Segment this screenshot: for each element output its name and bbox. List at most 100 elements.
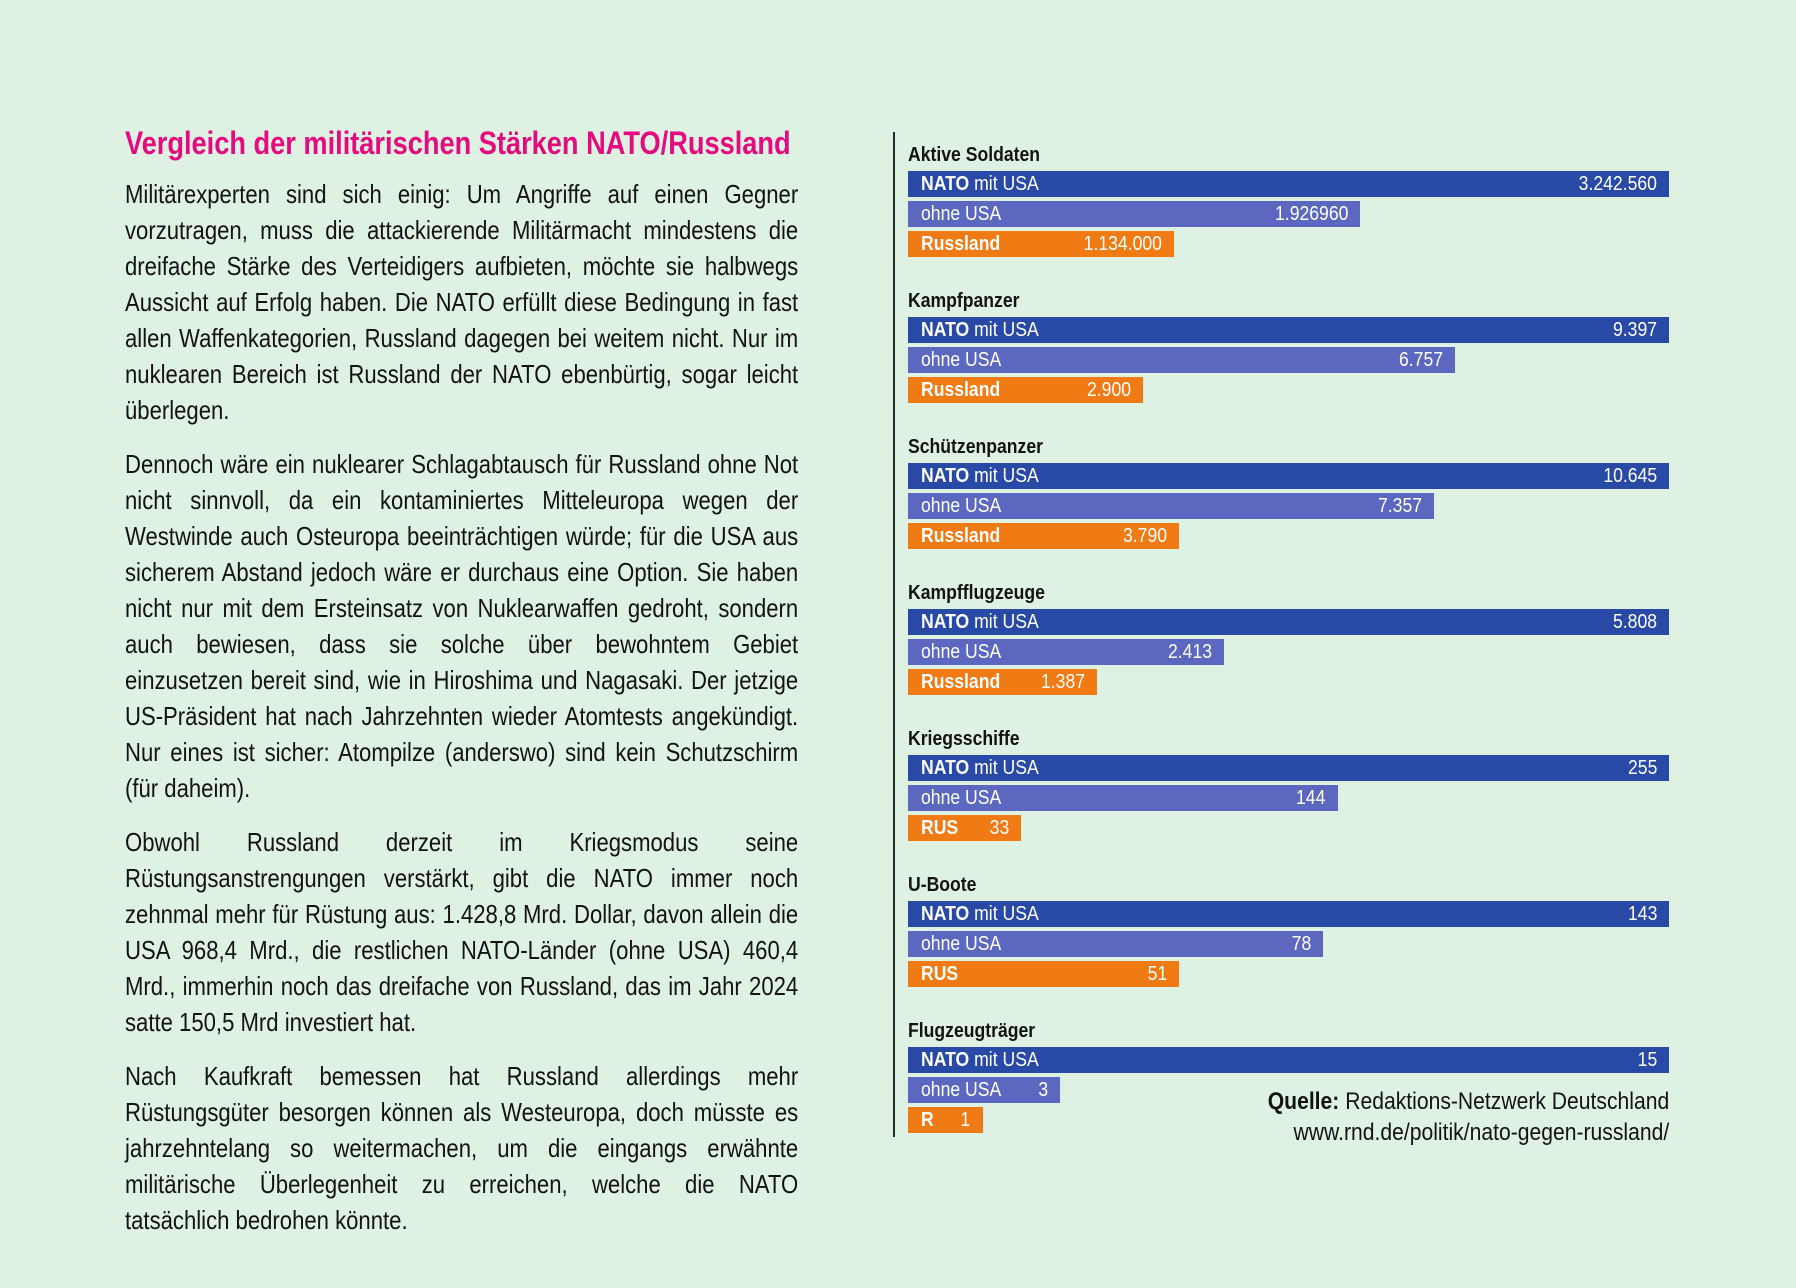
- source-credit: Quelle: Redaktions-Netzwerk Deutschland …: [1268, 1086, 1669, 1148]
- bar-value: 1: [960, 1108, 971, 1131]
- bar-value: 255: [1627, 756, 1657, 779]
- group-title: Schützenpanzer: [908, 436, 1043, 458]
- bar-label: RUS: [921, 817, 958, 840]
- bar: Russland 1.387: [908, 669, 1098, 695]
- bar: NATO mit USA 5.808: [908, 609, 1669, 635]
- chart-groups: Aktive Soldaten NATO mit USA 3.242.560 o…: [908, 145, 1669, 1133]
- bar-label-bold: NATO: [921, 172, 970, 195]
- bar-label-bold: NATO: [921, 1048, 970, 1071]
- bar-value: 10.645: [1603, 464, 1657, 487]
- bar-value: 2.413: [1168, 640, 1213, 663]
- bar: ohne USA 78: [908, 931, 1324, 957]
- bar-label-bold: Russland: [921, 524, 1001, 547]
- group-title: Kampfflugzeuge: [908, 582, 1045, 604]
- article-paragraph: Dennoch wäre ein nuklearer Schlagabtausc…: [125, 448, 799, 803]
- bar-label: ohne USA: [921, 495, 1001, 518]
- bar: ohne USA 1.926960: [908, 201, 1361, 227]
- bar: ohne USA 144: [908, 785, 1338, 811]
- bar-value: 9.397: [1612, 318, 1657, 341]
- bar-label-bold: NATO: [921, 756, 970, 779]
- chart-group: Kampfpanzer NATO mit USA 9.397 ohne USA …: [908, 291, 1669, 403]
- group-rows: NATO mit USA 3.242.560 ohne USA 1.926960…: [908, 171, 1669, 257]
- bar-value: 7.357: [1377, 494, 1422, 517]
- bar-value: 3.242.560: [1578, 172, 1657, 195]
- bar-label-rest: ohne USA: [921, 348, 1002, 371]
- bar-label: NATO mit USA: [921, 903, 1039, 926]
- group-title: Flugzeugträger: [908, 1020, 1036, 1042]
- bar-label: ohne USA: [921, 1079, 1001, 1102]
- chart-group: Aktive Soldaten NATO mit USA 3.242.560 o…: [908, 145, 1669, 257]
- bar-label: ohne USA: [921, 933, 1001, 956]
- bar-label-rest: ohne USA: [921, 202, 1002, 225]
- article-column: Vergleich der militärischen Stärken NATO…: [125, 126, 798, 1256]
- bar-label: NATO mit USA: [921, 757, 1039, 780]
- bar-value: 1.134.000: [1083, 232, 1163, 255]
- bar-label-rest: ohne USA: [921, 494, 1002, 517]
- bar: Russland 1.134.000: [908, 231, 1175, 257]
- bar-label-rest: ohne USA: [921, 932, 1002, 955]
- group-title: U-Boote: [908, 874, 977, 896]
- source-line-1: Quelle: Redaktions-Netzwerk Deutschland: [1268, 1086, 1669, 1117]
- bar-value: 2.900: [1086, 378, 1131, 401]
- bar-label: ohne USA: [921, 349, 1001, 372]
- bar-label-bold: RUS: [921, 962, 959, 985]
- bar-value: 51: [1147, 962, 1168, 985]
- bar: Russland 3.790: [908, 523, 1179, 549]
- bar: NATO mit USA 255: [908, 755, 1669, 781]
- bar-value: 3: [1038, 1078, 1049, 1101]
- group-title: Kriegsschiffe: [908, 728, 1020, 750]
- bar-value: 1.387: [1041, 670, 1086, 693]
- bar-label: Russland: [921, 233, 1000, 256]
- chart-group: Flugzeugträger NATO mit USA 15 ohne USA …: [908, 1021, 1669, 1133]
- bar-label: NATO mit USA: [921, 319, 1039, 342]
- bar-label: ohne USA: [921, 641, 1001, 664]
- bar: NATO mit USA 143: [908, 901, 1669, 927]
- bar-label-rest: mit USA: [969, 464, 1039, 487]
- chart-group: Kampfflugzeuge NATO mit USA 5.808 ohne U…: [908, 583, 1669, 695]
- article-paragraph: Obwohl Russland derzeit im Kriegsmodus s…: [125, 826, 799, 1037]
- bar: ohne USA 3: [908, 1077, 1061, 1103]
- bar-value: 144: [1296, 786, 1326, 809]
- page-title: Vergleich der militärischen Stärken NATO…: [125, 125, 791, 161]
- vertical-divider: [893, 132, 895, 1137]
- bar-label-rest: mit USA: [969, 172, 1039, 195]
- bar-value: 33: [989, 816, 1010, 839]
- bar-value: 1.926960: [1274, 202, 1349, 225]
- bar-label: NATO mit USA: [921, 1049, 1039, 1072]
- article-paragraph: Nach Kaufkraft bemessen hat Russland all…: [125, 1060, 799, 1235]
- group-rows: NATO mit USA 255 ohne USA 144 RUS 33: [908, 755, 1669, 841]
- bar: R 1: [908, 1107, 983, 1133]
- bar-label-bold: NATO: [921, 902, 970, 925]
- bar-label: R: [921, 1109, 934, 1132]
- bar-value: 3.790: [1122, 524, 1167, 547]
- bar-label-rest: ohne USA: [921, 640, 1002, 663]
- bar-label-rest: mit USA: [969, 902, 1039, 925]
- bar: ohne USA 7.357: [908, 493, 1434, 519]
- bar-label: NATO mit USA: [921, 465, 1039, 488]
- bar-label-bold: Russland: [921, 670, 1001, 693]
- bar-label-rest: mit USA: [969, 1048, 1039, 1071]
- bar: RUS 33: [908, 815, 1022, 841]
- bar-label-rest: mit USA: [969, 756, 1039, 779]
- bar-label-bold: Russland: [921, 378, 1001, 401]
- source-label: Quelle:: [1267, 1088, 1340, 1115]
- bar-label-bold: NATO: [921, 318, 970, 341]
- bar-label: Russland: [921, 525, 1000, 548]
- bar-value: 78: [1291, 932, 1312, 955]
- bar: ohne USA 6.757: [908, 347, 1456, 373]
- chart-group: Kriegsschiffe NATO mit USA 255 ohne USA …: [908, 729, 1669, 841]
- group-title: Kampfpanzer: [908, 290, 1020, 312]
- source-name: Redaktions-Netzwerk Deutschland: [1345, 1088, 1669, 1115]
- bar-label-rest: ohne USA: [921, 1078, 1002, 1101]
- bar-label: NATO mit USA: [921, 173, 1039, 196]
- bar-label: RUS: [921, 963, 958, 986]
- bar: NATO mit USA 9.397: [908, 317, 1669, 343]
- group-title: Aktive Soldaten: [908, 144, 1041, 166]
- group-rows: NATO mit USA 5.808 ohne USA 2.413 Russla…: [908, 609, 1669, 695]
- chart-group: U-Boote NATO mit USA 143 ohne USA 78 RUS…: [908, 875, 1669, 987]
- bar-value: 5.808: [1612, 610, 1657, 633]
- bar-label-bold: Russland: [921, 232, 1001, 255]
- bar-label: ohne USA: [921, 787, 1001, 810]
- bar: NATO mit USA 15: [908, 1047, 1669, 1073]
